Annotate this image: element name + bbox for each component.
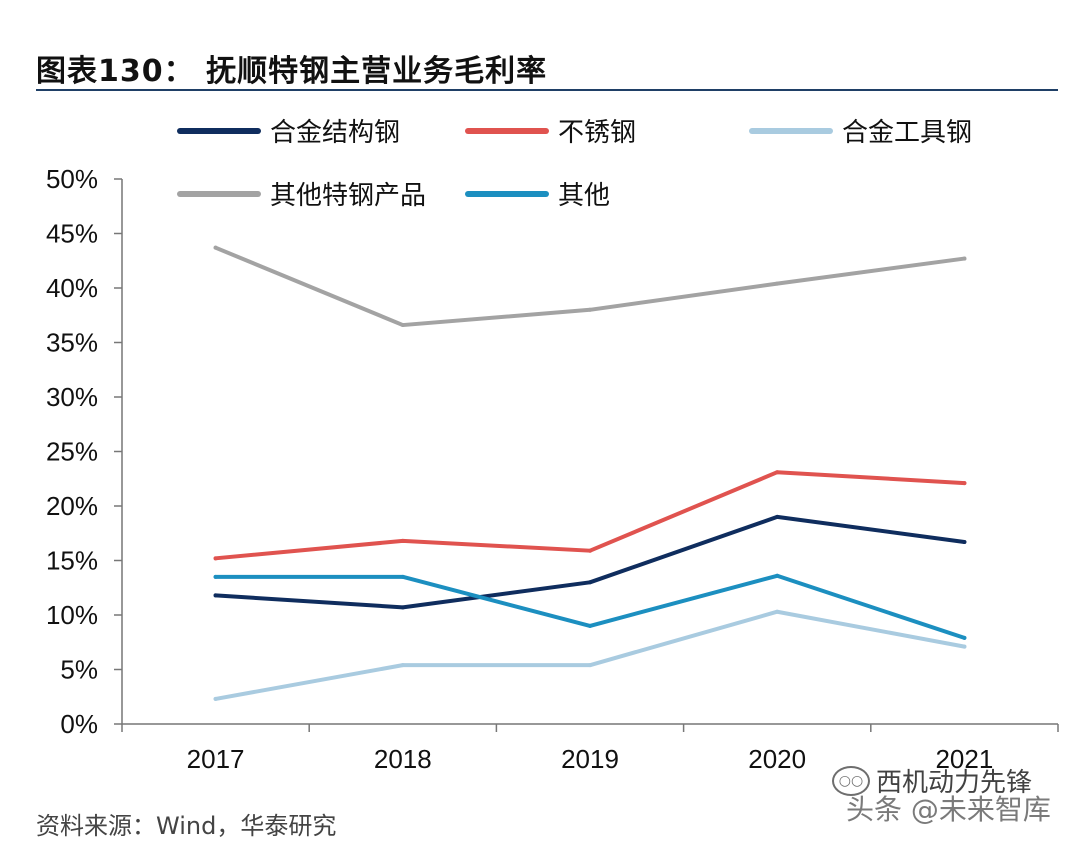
watermark: ○○ 西机动力先锋	[832, 762, 1032, 799]
data-point	[775, 281, 780, 286]
data-point	[775, 609, 780, 614]
data-point	[962, 635, 967, 640]
y-tick-label: 15%	[46, 546, 98, 576]
y-tick-label: 0%	[60, 709, 98, 739]
data-point	[775, 573, 780, 578]
y-tick-label: 40%	[46, 273, 98, 303]
y-tick-label: 45%	[46, 219, 98, 249]
data-point	[213, 245, 218, 250]
data-point	[213, 574, 218, 579]
data-point	[775, 514, 780, 519]
watermark-secondary: 头条 @未来智库	[846, 793, 1051, 826]
legend-label: 其他	[558, 181, 610, 211]
y-tick-label: 10%	[46, 600, 98, 630]
data-point	[213, 696, 218, 701]
y-tick-label: 20%	[46, 491, 98, 521]
data-point	[400, 538, 405, 543]
series-line	[213, 514, 967, 610]
x-tick-label: 2021	[935, 744, 993, 774]
y-tick-label: 35%	[46, 328, 98, 358]
wechat-icon: ○○	[832, 765, 870, 796]
legend-label: 合金结构钢	[270, 118, 400, 148]
legend-label: 不锈钢	[558, 118, 636, 148]
legend-label: 合金工具钢	[842, 118, 972, 148]
series-line	[213, 245, 967, 328]
x-tick-label: 2019	[561, 744, 619, 774]
legend-label: 其他特钢产品	[270, 181, 426, 211]
watermark-text: 西机动力先锋	[876, 768, 1033, 798]
data-point	[588, 580, 592, 585]
data-point	[962, 481, 967, 486]
data-point	[775, 470, 780, 475]
y-tick-label: 25%	[46, 437, 98, 467]
data-point	[962, 256, 967, 261]
x-tick-label: 2020	[748, 744, 806, 774]
series-line	[213, 470, 967, 561]
data-point	[400, 605, 405, 610]
data-point	[213, 556, 218, 561]
y-tick-label: 30%	[46, 382, 98, 412]
data-point	[962, 644, 967, 649]
y-tick-label: 5%	[60, 655, 98, 685]
source-note: 资料来源：Wind，华泰研究	[36, 812, 337, 840]
title-divider	[36, 89, 1058, 91]
chart-title: 图表130： 抚顺特钢主营业务毛利率	[36, 54, 548, 89]
data-point	[400, 663, 405, 668]
data-point	[588, 548, 592, 553]
data-point	[400, 323, 405, 328]
data-point	[962, 539, 967, 544]
data-point	[213, 593, 218, 598]
data-point	[588, 307, 592, 312]
data-point	[588, 623, 592, 628]
series-line	[213, 573, 967, 640]
x-tick-label: 2017	[187, 744, 245, 774]
data-point	[400, 574, 405, 579]
data-point	[588, 663, 592, 668]
y-tick-label: 50%	[46, 164, 98, 194]
x-tick-label: 2018	[374, 744, 432, 774]
